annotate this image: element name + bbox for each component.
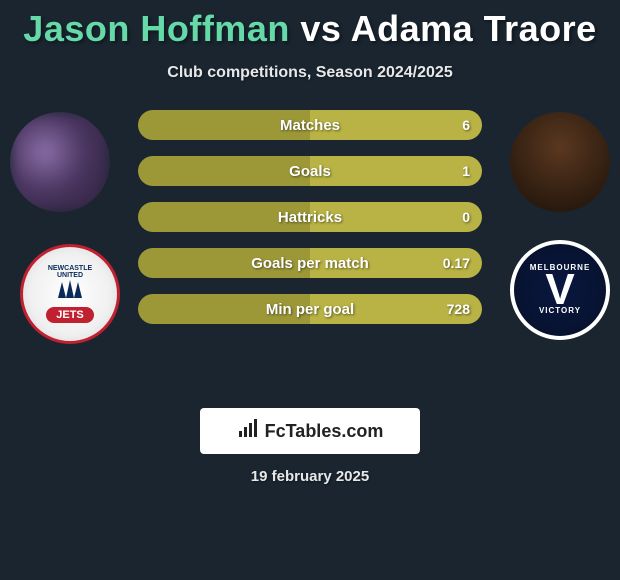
- stat-bars: Matches6Goals1Hattricks0Goals per match0…: [138, 110, 482, 340]
- stat-label: Goals: [138, 163, 482, 180]
- stat-row: Min per goal728: [138, 294, 482, 324]
- stat-label: Matches: [138, 117, 482, 134]
- stat-row: Goals1: [138, 156, 482, 186]
- club-badge-right-label: MELBOURNE V VICTORY: [530, 264, 591, 316]
- stat-value-right: 0.17: [443, 255, 470, 271]
- title-player-left: Jason Hoffman: [23, 8, 290, 49]
- jets-planes-icon: [52, 280, 88, 300]
- date-label: 19 february 2025: [0, 468, 620, 485]
- stat-value-right: 6: [462, 117, 470, 133]
- subtitle: Club competitions, Season 2024/2025: [0, 64, 620, 82]
- avatar-player-right: [510, 112, 610, 212]
- stat-label: Min per goal: [138, 301, 482, 318]
- victory-v-icon: V: [530, 275, 591, 306]
- stat-row: Goals per match0.17: [138, 248, 482, 278]
- photo-placeholder-icon: [10, 112, 110, 212]
- stat-value-right: 1: [462, 163, 470, 179]
- stat-row: Hattricks0: [138, 202, 482, 232]
- brand-text: FcTables.com: [265, 421, 384, 442]
- page-title: Jason Hoffman vs Adama Traore: [0, 0, 620, 50]
- photo-placeholder-icon: [510, 112, 610, 212]
- avatar-player-left: [10, 112, 110, 212]
- stat-label: Goals per match: [138, 255, 482, 272]
- stat-label: Hattricks: [138, 209, 482, 226]
- title-vs: vs: [300, 8, 350, 49]
- bar-chart-icon: [237, 419, 259, 444]
- brand-badge: FcTables.com: [200, 408, 420, 454]
- club-badge-right: MELBOURNE V VICTORY: [510, 240, 610, 340]
- stat-value-right: 0: [462, 209, 470, 225]
- comparison-panel: NEWCASTLEUNITED JETS MELBOURNE V VICTORY…: [0, 110, 620, 390]
- club-badge-left: NEWCASTLEUNITED JETS: [20, 244, 120, 344]
- title-player-right: Adama Traore: [351, 8, 597, 49]
- club-badge-left-label: NEWCASTLEUNITED JETS: [46, 265, 94, 323]
- stat-value-right: 728: [447, 301, 470, 317]
- stat-row: Matches6: [138, 110, 482, 140]
